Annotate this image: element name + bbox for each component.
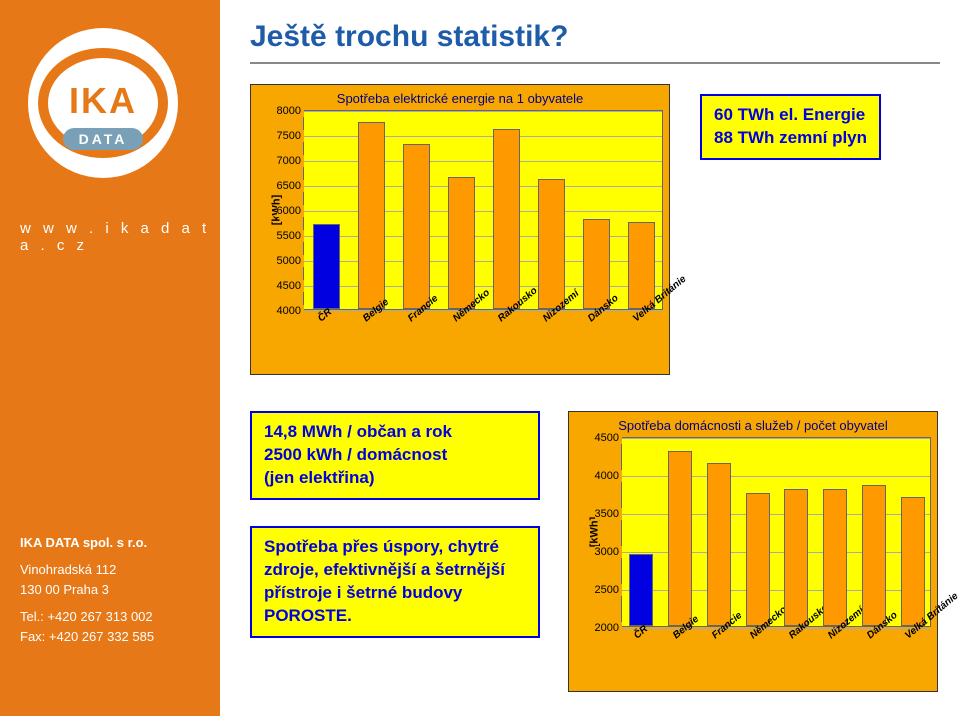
bar bbox=[538, 179, 566, 309]
x-tick: ČR bbox=[632, 624, 650, 642]
bar bbox=[358, 122, 386, 310]
y-tick: 3500 bbox=[595, 508, 622, 520]
y-tick: 7000 bbox=[277, 155, 304, 167]
sidebar: IKA DATA w w w . i k a d a t a . c z IKA… bbox=[0, 0, 220, 716]
bar bbox=[313, 224, 341, 309]
main-content: Ještě trochu statistik? Spotřeba elektri… bbox=[220, 0, 960, 716]
x-tick: ČR bbox=[316, 307, 334, 325]
company-fax: Fax: +420 267 332 585 bbox=[20, 627, 154, 647]
bar bbox=[784, 489, 808, 626]
bar bbox=[629, 554, 653, 626]
chart-energy-per-capita: Spotřeba elektrické energie na 1 obyvate… bbox=[250, 84, 670, 375]
callout-top: 60 TWh el. Energie 88 TWh zemní plyn bbox=[700, 94, 881, 160]
bar bbox=[746, 493, 770, 626]
logo: IKA DATA bbox=[28, 28, 178, 178]
bar bbox=[403, 144, 431, 309]
y-tick: 4000 bbox=[595, 470, 622, 482]
bar bbox=[862, 485, 886, 626]
y-tick: 5000 bbox=[277, 255, 304, 267]
callout-mid: 14,8 MWh / občan a rok 2500 kWh / domácn… bbox=[250, 411, 540, 500]
chart-household-services: Spotřeba domácnosti a služeb / počet oby… bbox=[568, 411, 938, 692]
page-title: Ještě trochu statistik? bbox=[250, 20, 940, 64]
callout-bottom: Spotřeba přes úspory, chytré zdroje, efe… bbox=[250, 526, 540, 638]
y-axis-label: [kWh] bbox=[588, 517, 600, 548]
bar bbox=[583, 219, 611, 309]
y-tick: 4500 bbox=[595, 432, 622, 444]
company-name: IKA DATA spol. s r.o. bbox=[20, 533, 154, 553]
bar bbox=[493, 129, 521, 309]
y-tick: 5500 bbox=[277, 230, 304, 242]
chart-title: Spotřeba elektrické energie na 1 obyvate… bbox=[257, 91, 663, 106]
bar bbox=[628, 222, 656, 310]
logo-sub-text: DATA bbox=[63, 128, 143, 150]
y-tick: 6000 bbox=[277, 205, 304, 217]
logo-main-text: IKA bbox=[38, 80, 168, 122]
y-tick: 6500 bbox=[277, 180, 304, 192]
y-tick: 2500 bbox=[595, 584, 622, 596]
company-tel: Tel.: +420 267 313 002 bbox=[20, 607, 154, 627]
y-tick: 3000 bbox=[595, 546, 622, 558]
y-tick: 2000 bbox=[595, 622, 622, 634]
bar bbox=[668, 451, 692, 626]
website-url: w w w . i k a d a t a . c z bbox=[20, 220, 220, 254]
y-tick: 4000 bbox=[277, 305, 304, 317]
bar bbox=[823, 489, 847, 626]
y-tick: 4500 bbox=[277, 280, 304, 292]
y-tick: 8000 bbox=[277, 105, 304, 117]
bar bbox=[901, 497, 925, 626]
bar bbox=[707, 463, 731, 626]
company-info: IKA DATA spol. s r.o. Vinohradská 112 13… bbox=[20, 533, 154, 647]
y-tick: 7500 bbox=[277, 130, 304, 142]
company-address: Vinohradská 112 130 00 Praha 3 bbox=[20, 560, 154, 599]
chart-title: Spotřeba domácnosti a služeb / počet oby… bbox=[575, 418, 931, 433]
bar bbox=[448, 177, 476, 310]
